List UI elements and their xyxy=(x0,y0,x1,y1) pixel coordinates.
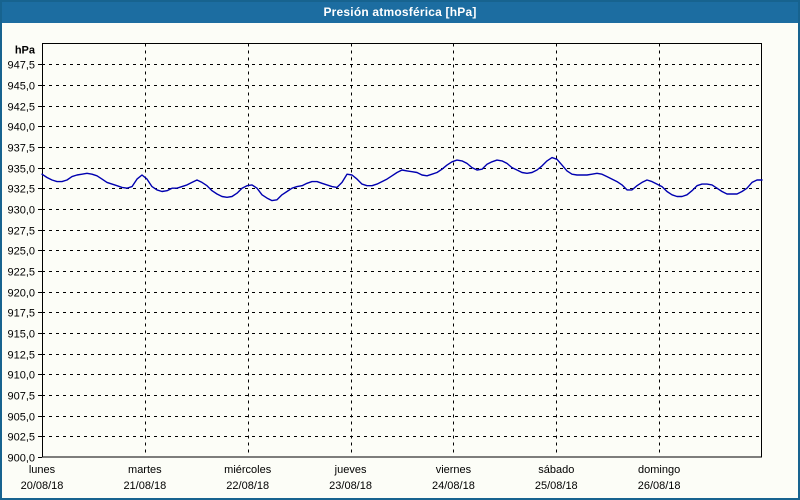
y-tick-label: 922,5 xyxy=(7,267,35,279)
chart-area: 947,5 945,0 942,5 940,0 937,5 935,0 932,5 930,0… xyxy=(2,23,798,498)
x-date-label: 26/08/18 xyxy=(638,480,681,492)
y-tick-label: 940,0 xyxy=(7,122,35,134)
y-axis-labels: 947,5 945,0 942,5 940,0 937,5 935,0 932,5 930,0… xyxy=(7,45,35,465)
y-tick-label: 902,5 xyxy=(7,432,35,444)
x-day-label: martes xyxy=(128,464,162,476)
pressure-line-series xyxy=(41,156,763,202)
x-day-label: jueves xyxy=(334,464,367,476)
x-day-label: lunes xyxy=(29,464,56,476)
x-day-label: viernes xyxy=(436,464,472,476)
y-tick-label: 932,5 xyxy=(7,184,35,196)
y-tick-label: 912,5 xyxy=(7,350,35,362)
x-date-label: 21/08/18 xyxy=(123,480,166,492)
x-date-label: 22/08/18 xyxy=(226,480,269,492)
x-axis-labels: lunes 20/08/18 martes 21/08/18 miércoles 22/0… xyxy=(21,464,681,492)
plot-frame xyxy=(42,43,762,458)
y-tick-label: 930,0 xyxy=(7,205,35,217)
y-tick-label: 920,0 xyxy=(7,288,35,300)
y-tick-label: 935,0 xyxy=(7,164,35,176)
y-axis-unit-label: hPa xyxy=(15,45,36,57)
y-tick-label: 942,5 xyxy=(7,102,35,114)
x-date-label: 24/08/18 xyxy=(432,480,475,492)
x-day-label: sábado xyxy=(538,464,574,476)
y-tick-label: 937,5 xyxy=(7,143,35,155)
y-tick-label: 945,0 xyxy=(7,81,35,93)
x-day-label: miércoles xyxy=(224,464,272,476)
x-date-label: 25/08/18 xyxy=(535,480,578,492)
x-date-label: 20/08/18 xyxy=(21,480,64,492)
y-tick-label: 900,0 xyxy=(7,453,35,465)
y-tick-label: 927,5 xyxy=(7,226,35,238)
y-tick-label: 905,0 xyxy=(7,412,35,424)
y-tick-label: 947,5 xyxy=(7,60,35,72)
pressure-chart-svg: 947,5 945,0 942,5 940,0 937,5 935,0 932,5 930,0… xyxy=(7,43,763,492)
x-day-label: domingo xyxy=(638,464,680,476)
x-date-label: 23/08/18 xyxy=(329,480,372,492)
y-tick-label: 907,5 xyxy=(7,391,35,403)
chart-title-bar: Presión atmosférica [hPa] xyxy=(2,2,798,23)
y-tick-label: 910,0 xyxy=(7,370,35,382)
y-tick-label: 925,0 xyxy=(7,246,35,258)
y-tick-label: 917,5 xyxy=(7,308,35,320)
y-tick-label: 915,0 xyxy=(7,329,35,341)
gridlines xyxy=(38,43,762,458)
